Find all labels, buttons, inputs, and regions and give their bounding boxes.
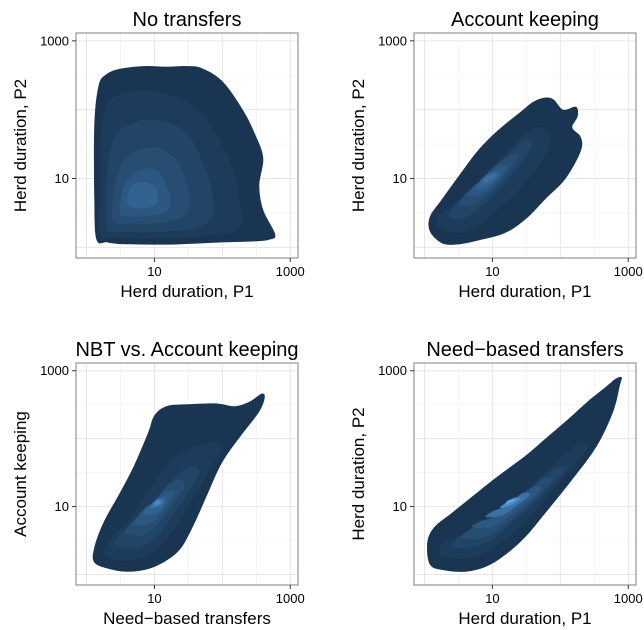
- y-tick-label: 10: [393, 499, 407, 514]
- y-tick-label: 10: [393, 171, 407, 186]
- density-contours: [427, 376, 622, 572]
- y-tick-label: 10: [55, 499, 69, 514]
- panel-3: 10 1000 10 1000 NBT vs. Account keeping Need−…: [11, 339, 305, 628]
- density-contours: [93, 66, 276, 245]
- panel-border: [413, 362, 637, 586]
- x-tick-label: 1000: [276, 264, 305, 279]
- chart-title: NBT vs. Account keeping: [75, 339, 298, 361]
- density-level-7: [483, 174, 496, 184]
- panel-border: [75, 362, 299, 586]
- x-axis-label: Herd duration, P1: [120, 282, 253, 301]
- x-tick-label: 1000: [614, 264, 643, 279]
- density-level-8: [505, 499, 515, 504]
- density-level-1: [427, 376, 622, 572]
- panel-2: 10 1000 10 1000 Account keeping Herd duration…: [349, 9, 643, 301]
- x-tick-label: 10: [147, 591, 161, 606]
- y-tick-label: 1000: [40, 363, 69, 378]
- density-level-7: [499, 497, 521, 509]
- panel-border: [75, 32, 299, 259]
- x-axis-label: Need−based transfers: [103, 609, 271, 628]
- y-tick-label: 10: [55, 171, 69, 186]
- x-tick-label: 10: [485, 264, 499, 279]
- y-axis-label: Herd duration, P2: [349, 79, 368, 212]
- density-contours: [92, 393, 265, 572]
- panel-4: 10 1000 10 1000 Need−based transfers Herd dur…: [349, 339, 643, 628]
- panel-border: [413, 32, 637, 259]
- density-contours: [428, 97, 583, 245]
- y-tick-label: 1000: [378, 363, 407, 378]
- panel-1: 10 1000 10 1000 No transfers Herd duration, P…: [11, 9, 305, 301]
- chart-title: No transfers: [133, 9, 242, 31]
- y-tick-label: 1000: [40, 33, 69, 48]
- chart-title: Need−based transfers: [426, 339, 623, 361]
- chart-title: Account keeping: [451, 9, 599, 31]
- y-tick-label: 1000: [378, 33, 407, 48]
- x-tick-label: 1000: [276, 591, 305, 606]
- y-axis-label: Account keeping: [11, 411, 30, 537]
- density-level-8: [154, 500, 161, 506]
- x-tick-label: 10: [485, 591, 499, 606]
- x-axis-label: Herd duration, P1: [458, 609, 591, 628]
- y-axis-label: Herd duration, P2: [349, 407, 368, 540]
- x-axis-label: Herd duration, P1: [458, 282, 591, 301]
- density-level-6: [126, 181, 158, 209]
- x-tick-label: 1000: [614, 591, 643, 606]
- y-axis-label: Herd duration, P2: [11, 79, 30, 212]
- x-tick-label: 10: [147, 264, 161, 279]
